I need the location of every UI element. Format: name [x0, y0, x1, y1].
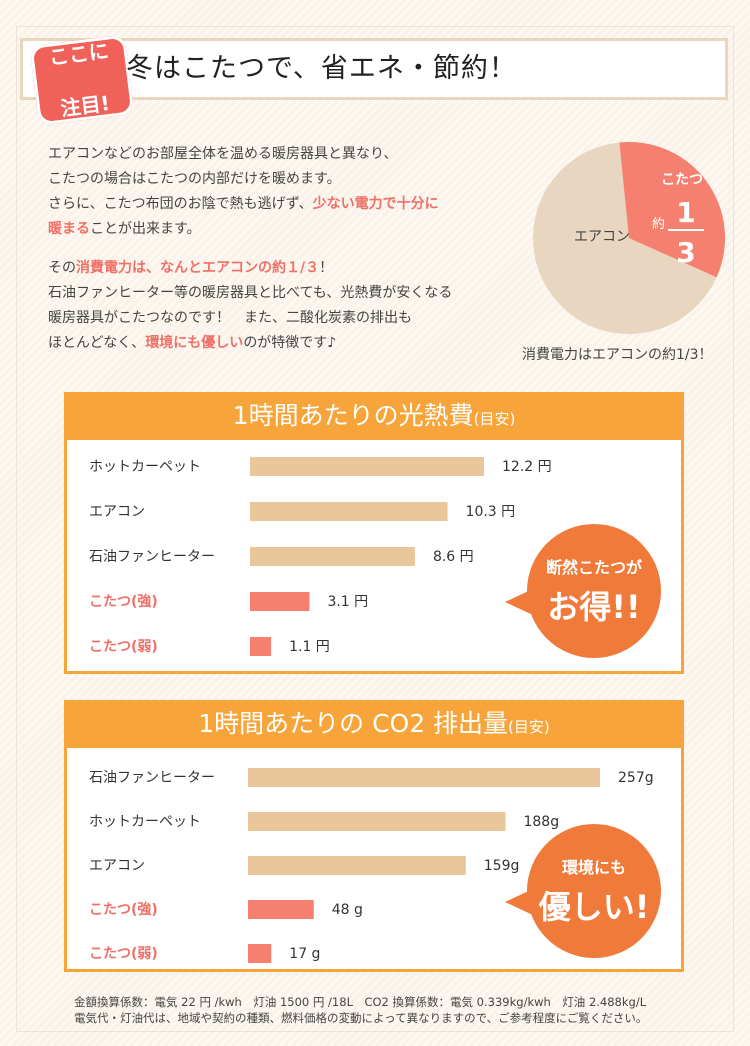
- intro-line: さらに、こたつ布団のお陰で熱も逃げず、: [48, 196, 313, 212]
- bar: [250, 547, 415, 566]
- power-pie-chart: エアコン こたつ 約 1 3: [533, 142, 725, 334]
- footnote-line-2: 電気代・灯油代は、地域や契約の種類、燃料価格の変動によって異なりますので、ご参考…: [74, 1011, 648, 1025]
- cost-callout: 断然こたつが お得!!: [505, 524, 661, 658]
- bar: [248, 944, 272, 963]
- intro-highlight: 消費電力は、なんとエアコンの約１/３: [76, 260, 320, 276]
- bar: [248, 812, 506, 831]
- bar: [248, 768, 600, 787]
- intro-line: のが特徴です♪: [243, 335, 337, 351]
- footnote-line-1: 金額換算係数：電気 22 円 /kwh 灯油 1500 円 /18L CO2 換…: [74, 995, 647, 1009]
- pie-slice-label: こたつ: [661, 172, 703, 188]
- value-label: 159g: [484, 858, 520, 874]
- intro-text: エアコンなどのお部屋全体を温める暖房器具と異なり、 こたつの場合はこたつの内部だ…: [48, 142, 518, 368]
- cost-chart-header: 1時間あたりの光熱費(目安): [64, 392, 684, 440]
- intro-highlight: 環境にも優しい: [145, 335, 244, 351]
- value-label: 188g: [523, 814, 559, 830]
- bar: [250, 637, 272, 656]
- category-label: こたつ(弱): [89, 946, 158, 962]
- value-label: 1.1 円: [289, 639, 330, 655]
- value-label: 257g: [618, 770, 654, 786]
- badge-line-1: ここに: [47, 38, 111, 70]
- value-label: 10.3 円: [466, 504, 516, 520]
- category-label: エアコン: [89, 504, 145, 520]
- category-label: ホットカーペット: [89, 814, 201, 830]
- pie-approx-label: 約: [652, 217, 665, 232]
- cost-chart-panel: 1時間あたりの光熱費(目安) ホットカーペット 12.2 円エアコン 10.3 円石…: [64, 392, 684, 674]
- cost-callout-line-1: 断然こたつが: [545, 558, 642, 577]
- intro-paragraph-2: その消費電力は、なんとエアコンの約１/３！ 石油ファンヒーター等の暖房器具と比べ…: [48, 256, 518, 356]
- co2-chart-body: 石油ファンヒーター 257g ホットカーペット 188g エアコン 159g こたつ(強) 4…: [64, 748, 684, 972]
- bar: [250, 457, 484, 476]
- category-label: こたつ(強): [89, 593, 158, 610]
- cost-callout-line-2: お得!!: [547, 588, 641, 626]
- category-label: ホットカーペット: [89, 459, 201, 475]
- category-label: 石油ファンヒーター: [89, 549, 215, 565]
- intro-line: 暖房器具がこたつなのです！ また、二酸化炭素の排出も: [48, 310, 412, 326]
- page-title: 冬はこたつで、省エネ・節約！: [126, 53, 517, 84]
- intro-line: ほとんどなく、: [48, 335, 146, 351]
- pie-denominator: 3: [676, 236, 695, 269]
- cost-chart-title-note: (目安): [473, 410, 516, 428]
- category-label: こたつ(強): [89, 901, 158, 918]
- co2-callout: 環境にも 優しい!: [505, 824, 661, 958]
- pie-numerator: 1: [676, 196, 695, 229]
- co2-callout-line-2: 優しい!: [538, 888, 650, 926]
- category-label: 石油ファンヒーター: [89, 770, 215, 786]
- intro-line: その: [48, 260, 76, 276]
- value-label: 8.6 円: [433, 549, 474, 565]
- category-label: こたつ(弱): [89, 639, 158, 655]
- intro-line: こたつの場合はこたつの内部だけを暖めます。: [48, 171, 341, 187]
- attention-badge: ここに 注目!: [29, 34, 135, 126]
- bar: [248, 900, 314, 919]
- value-label: 3.1 円: [327, 594, 368, 610]
- co2-chart-title-note: (目安): [508, 718, 550, 736]
- cost-chart-title: 1時間あたりの光熱費: [232, 401, 474, 430]
- co2-chart-panel: 1時間あたりの CO2 排出量(目安) 石油ファンヒーター 257g ホットカーペッ…: [64, 700, 684, 972]
- footnote: 金額換算係数：電気 22 円 /kwh 灯油 1500 円 /18L CO2 換…: [74, 994, 694, 1026]
- bar: [248, 856, 466, 875]
- pie-kotatsu-slice: [619, 142, 725, 278]
- co2-chart-header: 1時間あたりの CO2 排出量(目安): [64, 700, 684, 748]
- co2-callout-line-1: 環境にも: [561, 858, 626, 877]
- category-label: エアコン: [89, 858, 145, 874]
- pie-main-label: エアコン: [574, 229, 630, 245]
- co2-chart-title: 1時間あたりの CO2 排出量: [198, 709, 509, 738]
- value-label: 48 g: [332, 902, 363, 918]
- bar: [250, 592, 310, 611]
- intro-paragraph-1: エアコンなどのお部屋全体を温める暖房器具と異なり、 こたつの場合はこたつの内部だ…: [48, 142, 518, 242]
- header-banner: [20, 38, 728, 100]
- value-label: 12.2 円: [502, 459, 552, 475]
- cost-chart-body: ホットカーペット 12.2 円エアコン 10.3 円石油ファンヒーター 8.6 円こた…: [64, 440, 684, 674]
- intro-line: ことが出来ます。: [90, 221, 201, 237]
- intro-line: 石油ファンヒーター等の暖房器具と比べても、光熱費が安くなる: [48, 285, 453, 301]
- intro-line: ！: [319, 260, 334, 276]
- pie-caption: 消費電力はエアコンの約1/3！: [522, 347, 713, 363]
- intro-highlight: 暖まる: [48, 221, 90, 237]
- page-frame: [16, 26, 734, 1032]
- intro-line: エアコンなどのお部屋全体を温める暖房器具と異なり、: [48, 146, 398, 162]
- intro-highlight: 少ない電力で十分に: [312, 196, 439, 212]
- bar: [250, 502, 448, 521]
- value-label: 17 g: [289, 946, 320, 962]
- co2-bar-chart: 石油ファンヒーター 257g ホットカーペット 188g エアコン 159g こたつ(強) 4…: [89, 768, 654, 963]
